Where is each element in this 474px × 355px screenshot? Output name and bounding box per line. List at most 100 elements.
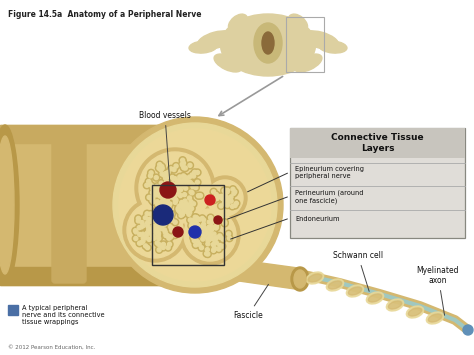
Text: Blood vessels: Blood vessels: [139, 111, 191, 182]
Circle shape: [188, 196, 191, 200]
Circle shape: [211, 242, 215, 247]
Circle shape: [232, 202, 238, 209]
Circle shape: [166, 189, 170, 192]
Circle shape: [209, 215, 213, 220]
Circle shape: [145, 212, 149, 216]
Bar: [290, 128, 465, 158]
Circle shape: [179, 193, 182, 198]
Circle shape: [214, 193, 219, 197]
Circle shape: [172, 195, 175, 198]
Circle shape: [139, 238, 146, 245]
Circle shape: [180, 203, 184, 207]
Circle shape: [183, 203, 187, 207]
Circle shape: [174, 198, 178, 202]
Circle shape: [150, 184, 154, 188]
Circle shape: [187, 206, 191, 210]
Bar: [0, 267, 195, 285]
Circle shape: [220, 244, 224, 248]
Circle shape: [172, 184, 179, 191]
Circle shape: [217, 234, 224, 241]
Circle shape: [189, 171, 196, 179]
Circle shape: [164, 169, 172, 176]
Circle shape: [190, 234, 197, 241]
Circle shape: [156, 161, 163, 168]
Circle shape: [146, 225, 153, 233]
Circle shape: [179, 201, 186, 208]
Circle shape: [172, 185, 176, 190]
Circle shape: [144, 244, 151, 251]
Circle shape: [198, 244, 205, 251]
Circle shape: [184, 202, 188, 206]
Circle shape: [173, 227, 183, 237]
Circle shape: [223, 221, 227, 225]
Ellipse shape: [301, 31, 338, 49]
Circle shape: [191, 174, 196, 178]
Circle shape: [123, 198, 187, 262]
Circle shape: [209, 224, 213, 229]
Circle shape: [158, 191, 165, 198]
Circle shape: [173, 186, 177, 190]
Circle shape: [205, 235, 212, 242]
Circle shape: [155, 219, 163, 226]
Circle shape: [201, 225, 205, 229]
Circle shape: [208, 235, 212, 239]
Circle shape: [178, 175, 182, 179]
Circle shape: [183, 175, 187, 179]
Circle shape: [154, 230, 158, 234]
Circle shape: [208, 233, 212, 236]
Circle shape: [176, 191, 180, 195]
Circle shape: [168, 217, 175, 224]
Circle shape: [207, 236, 211, 240]
Circle shape: [174, 178, 181, 185]
Circle shape: [178, 203, 184, 211]
Circle shape: [169, 184, 176, 191]
Circle shape: [192, 222, 196, 226]
Circle shape: [167, 193, 174, 201]
Ellipse shape: [262, 32, 274, 54]
Circle shape: [160, 182, 164, 186]
Circle shape: [174, 187, 181, 194]
Circle shape: [193, 221, 197, 225]
Circle shape: [151, 200, 155, 204]
Circle shape: [204, 251, 211, 257]
Circle shape: [140, 240, 144, 245]
Circle shape: [207, 214, 214, 221]
Circle shape: [221, 194, 228, 201]
Circle shape: [152, 226, 159, 233]
Circle shape: [165, 203, 173, 210]
Circle shape: [213, 222, 220, 229]
Circle shape: [197, 225, 201, 229]
Circle shape: [164, 174, 171, 180]
Circle shape: [149, 196, 156, 203]
Circle shape: [177, 178, 182, 182]
Circle shape: [144, 219, 151, 226]
Circle shape: [179, 211, 186, 218]
Circle shape: [172, 181, 179, 188]
Circle shape: [157, 210, 161, 214]
Circle shape: [218, 193, 225, 200]
Circle shape: [206, 242, 210, 246]
Circle shape: [160, 166, 164, 170]
Circle shape: [196, 194, 201, 198]
Circle shape: [172, 196, 176, 200]
Circle shape: [194, 243, 198, 247]
Circle shape: [208, 232, 212, 236]
Circle shape: [231, 187, 235, 191]
Circle shape: [227, 197, 231, 201]
Circle shape: [170, 175, 174, 180]
Circle shape: [143, 216, 147, 220]
Circle shape: [227, 232, 231, 236]
Circle shape: [146, 246, 150, 250]
Circle shape: [187, 212, 191, 216]
Circle shape: [155, 201, 161, 208]
Circle shape: [209, 233, 212, 237]
Bar: [0, 125, 195, 285]
Circle shape: [149, 189, 156, 196]
Circle shape: [181, 164, 185, 168]
Circle shape: [141, 236, 145, 240]
Circle shape: [185, 210, 189, 214]
Circle shape: [159, 170, 165, 178]
Bar: [286, 17, 324, 72]
Circle shape: [161, 197, 168, 204]
FancyBboxPatch shape: [52, 127, 86, 283]
